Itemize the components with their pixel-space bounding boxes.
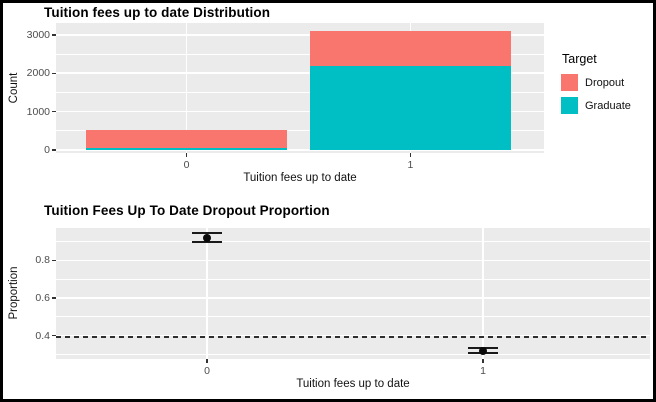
vertical-gridline	[482, 228, 484, 359]
y-tick-mark	[52, 149, 56, 151]
bar-0-dropout	[85, 129, 287, 148]
y-tick-mark	[52, 34, 56, 36]
legend: Target Dropout Graduate	[561, 52, 631, 120]
bottom-chart-panel	[56, 228, 650, 359]
error-bar-cap-bottom	[191, 241, 222, 244]
bottom-chart-title: Tuition Fees Up To Date Dropout Proporti…	[44, 203, 330, 218]
graduate-color-swatch	[561, 97, 578, 114]
y-tick-label: 3000	[26, 28, 50, 41]
minor-gridline	[56, 316, 650, 318]
y-tick-label: 0.6	[35, 291, 50, 304]
proportion-point-1	[479, 346, 488, 355]
major-gridline	[56, 149, 544, 151]
bottom-x-axis-title: Tuition fees up to date	[296, 378, 410, 390]
y-tick-mark	[52, 335, 56, 337]
minor-gridline	[56, 278, 650, 280]
major-gridline	[56, 297, 650, 299]
y-tick-label: 0	[44, 143, 50, 156]
legend-item-dropout: Dropout	[561, 74, 631, 91]
y-tick-mark	[52, 72, 56, 74]
major-gridline	[56, 34, 544, 36]
major-gridline	[56, 259, 650, 262]
error-bar-cap-top	[191, 232, 222, 235]
vertical-gridline	[206, 228, 208, 359]
legend-label-dropout: Dropout	[585, 76, 625, 89]
x-tick-mark	[185, 153, 188, 157]
x-tick-mark	[482, 359, 484, 363]
bar-0-graduate	[85, 147, 287, 150]
bar-1-dropout	[309, 30, 511, 67]
y-tick-mark	[52, 111, 56, 113]
minor-gridline	[56, 241, 650, 242]
y-tick-mark	[52, 297, 56, 299]
minor-gridline	[56, 353, 650, 355]
top-chart-title: Tuition fees up to date Distribution	[44, 5, 271, 20]
dropout-color-swatch	[561, 74, 578, 91]
legend-item-graduate: Graduate	[561, 97, 631, 114]
top-chart-panel	[56, 23, 544, 153]
overall-proportion-baseline	[56, 336, 650, 339]
x-tick-label: 1	[407, 159, 414, 171]
legend-label-graduate: Graduate	[585, 99, 631, 112]
y-tick-mark	[52, 259, 56, 261]
x-tick-mark	[409, 153, 412, 157]
y-tick-label: 0.8	[35, 254, 50, 267]
y-tick-label: 0.4	[35, 329, 50, 342]
x-tick-mark	[206, 359, 208, 363]
y-tick-label: 1000	[26, 105, 50, 118]
major-gridline	[56, 334, 650, 337]
legend-title: Target	[562, 52, 597, 66]
proportion-point-0	[202, 233, 211, 242]
vertical-gridline	[185, 23, 188, 153]
minor-gridline	[56, 53, 544, 55]
bar-1-graduate	[309, 66, 511, 150]
minor-gridline	[56, 91, 544, 93]
major-gridline	[56, 72, 544, 74]
minor-gridline	[56, 130, 544, 132]
top-x-axis-title: Tuition fees up to date	[243, 172, 357, 184]
major-gridline	[56, 110, 544, 113]
x-tick-label: 0	[204, 365, 210, 377]
x-tick-label: 0	[183, 159, 190, 171]
bottom-y-axis-title: Proportion	[8, 266, 20, 320]
y-tick-label: 2000	[26, 67, 50, 80]
x-tick-label: 1	[480, 365, 486, 377]
top-y-axis-title: Count	[8, 72, 20, 104]
